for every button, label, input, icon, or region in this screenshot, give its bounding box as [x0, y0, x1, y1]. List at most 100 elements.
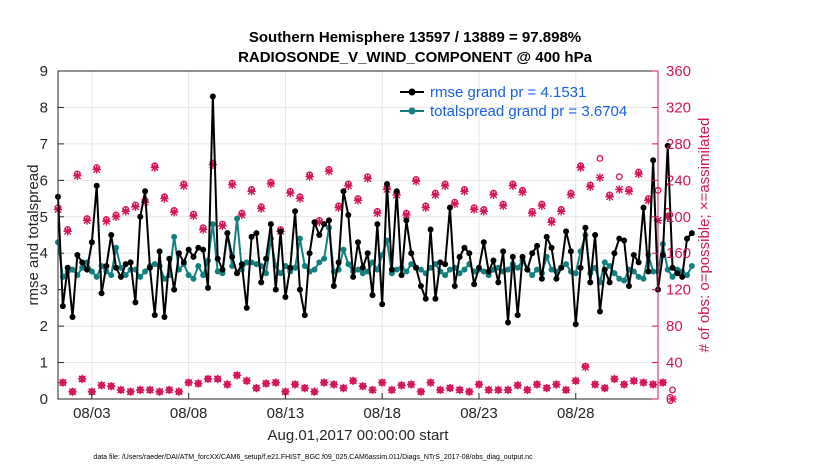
obs-assimilated-marker	[63, 227, 72, 236]
rmse-point	[524, 266, 531, 273]
obs-assimilated-marker	[581, 362, 590, 372]
rmse-point	[601, 266, 608, 273]
totalspread-point	[93, 273, 100, 280]
obs-assimilated-marker	[629, 376, 638, 385]
left-tick-label: 0	[40, 391, 48, 408]
obs-assimilated-marker	[344, 181, 353, 190]
rmse-point	[267, 221, 274, 228]
totalspread-point	[122, 272, 129, 279]
obs-assimilated-marker	[194, 379, 203, 388]
rmse-point	[534, 242, 541, 249]
obs-assimilated-marker	[334, 203, 343, 212]
rmse-point	[379, 301, 386, 308]
obs-assimilated-marker	[368, 385, 377, 395]
obs-assimilated-marker	[523, 385, 532, 395]
obs-assimilated-marker	[184, 378, 193, 387]
obs-assimilated-marker	[639, 378, 648, 387]
obs-assimilated-marker	[445, 383, 455, 393]
rmse-point	[640, 204, 647, 211]
totalspread-point	[601, 259, 608, 266]
rmse-point	[451, 283, 458, 290]
obs-assimilated-marker	[668, 394, 677, 404]
rmse-point	[355, 239, 361, 246]
obs-assimilated-marker	[189, 211, 198, 221]
rmse-point	[103, 262, 110, 269]
obs-assimilated-marker	[358, 382, 367, 391]
rmse-point	[161, 314, 168, 320]
totalspread-point	[209, 221, 216, 228]
rmse-point	[195, 244, 202, 251]
rmse-point	[205, 284, 211, 291]
rmse-point	[432, 295, 439, 302]
rmse-point	[548, 244, 555, 251]
rmse-point	[553, 275, 560, 282]
obs-assimilated-marker	[494, 385, 503, 395]
totalspread-point	[113, 244, 120, 251]
rmse-point	[345, 211, 352, 218]
rmse-point	[500, 248, 507, 255]
totalspread-point	[461, 266, 468, 273]
totalspread-point	[277, 270, 284, 277]
rmse-point	[258, 279, 265, 286]
totalspread-point	[137, 273, 144, 280]
right-tick-label: 0	[666, 391, 674, 408]
rmse-point	[558, 264, 565, 271]
rmse-point	[427, 226, 434, 233]
obs-assimilated-marker	[373, 208, 382, 218]
rmse-point	[79, 259, 86, 266]
totalspread-point	[200, 272, 207, 279]
obs-possible-marker	[669, 386, 676, 394]
rmse-point	[74, 252, 81, 259]
totalspread-point	[664, 266, 671, 273]
rmse-point	[214, 255, 221, 262]
obs-assimilated-marker	[436, 385, 445, 395]
totalspread-point	[688, 262, 695, 269]
obs-assimilated-marker	[111, 212, 121, 221]
obs-assimilated-marker	[247, 187, 256, 196]
obs-assimilated-marker	[324, 167, 334, 176]
rmse-point	[475, 264, 482, 271]
rmse-point	[529, 250, 536, 257]
obs-assimilated-marker	[271, 378, 280, 387]
left-axis-ticks: 0 1 2 3 4 5 6 7 8 9	[40, 63, 64, 408]
totalspread-point	[195, 262, 202, 269]
obs-assimilated-marker	[208, 160, 217, 170]
obs-assimilated-marker	[387, 385, 397, 395]
rmse-point	[316, 232, 323, 238]
obs-assimilated-marker	[203, 374, 213, 384]
totalspread-point	[142, 268, 149, 275]
rmse-point	[340, 188, 347, 195]
rmse-point	[108, 232, 115, 238]
chart-title-line2: RADIOSONDE_V_WIND_COMPONENT @ 400 hPa	[238, 49, 593, 66]
obs-assimilated-marker	[658, 378, 667, 387]
obs-assimilated-marker	[363, 174, 372, 183]
totalspread-point	[88, 268, 95, 275]
totalspread-point	[514, 264, 521, 271]
obs-assimilated-marker	[416, 387, 426, 396]
obs-assimilated-marker	[199, 225, 208, 234]
left-tick-label: 5	[40, 209, 48, 226]
rmse-point	[200, 246, 207, 253]
rmse-point	[674, 270, 681, 277]
rmse-line	[57, 95, 693, 326]
obs-assimilated-marker	[474, 380, 484, 389]
rmse-point	[151, 312, 158, 319]
right-tick-label: 320	[666, 99, 691, 116]
obs-assimilated-marker	[261, 379, 271, 388]
legend-spread-marker	[408, 107, 416, 115]
left-axis-label: rmse and totalspread	[25, 165, 42, 306]
rmse-series	[55, 93, 695, 328]
rmse-point	[616, 235, 623, 242]
obs-assimilated-marker	[571, 376, 580, 385]
plot-area	[58, 71, 658, 399]
rmse-point	[664, 142, 671, 149]
obs-assimilated-marker	[102, 217, 111, 226]
obs-assimilated-marker	[605, 192, 614, 201]
obs-assimilated-marker	[484, 385, 493, 395]
obs-assimilated-marker	[92, 165, 101, 174]
totalspread-point	[171, 233, 178, 240]
left-tick-label: 7	[40, 136, 48, 153]
x-axis-label: Aug.01,2017 00:00:00 start	[268, 427, 450, 444]
obs-assimilated-marker	[421, 203, 430, 212]
totalspread-point	[427, 264, 434, 271]
